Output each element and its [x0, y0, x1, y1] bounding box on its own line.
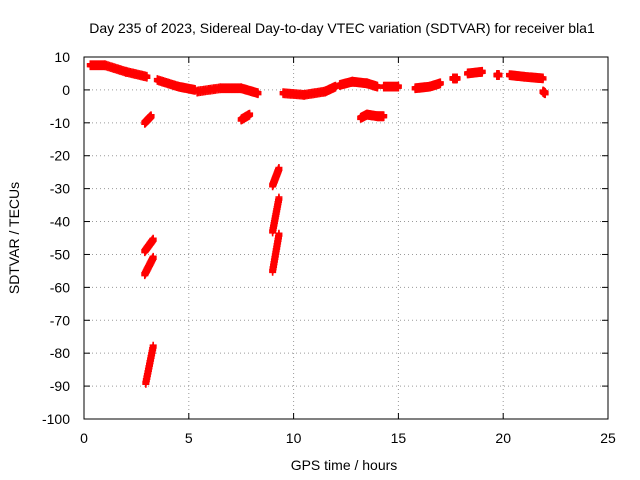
- data-point: [275, 166, 283, 174]
- y-tick-label: -30: [50, 181, 70, 197]
- data-point: [436, 81, 444, 89]
- x-tick-label: 15: [391, 430, 407, 446]
- data-point: [275, 196, 283, 204]
- x-tick-label: 0: [80, 430, 88, 446]
- x-axis-label: GPS time / hours: [291, 457, 398, 473]
- y-tick-label: 0: [62, 82, 70, 98]
- data-point: [541, 91, 549, 99]
- data-point: [254, 91, 262, 99]
- data-point: [332, 84, 340, 92]
- x-tick-label: 5: [185, 430, 193, 446]
- data-point: [478, 69, 486, 77]
- data-points: [86, 60, 549, 388]
- y-tick-label: -50: [50, 246, 70, 262]
- y-axis-label: SDTVAR / TECUs: [6, 182, 22, 294]
- grid-lines: [84, 57, 608, 419]
- y-tick-label: -20: [50, 148, 70, 164]
- y-tick-label: -40: [50, 214, 70, 230]
- plot-frame: [83, 56, 609, 420]
- data-point: [147, 114, 155, 122]
- data-point: [495, 73, 503, 80]
- y-tick-label: -100: [42, 411, 70, 427]
- data-point: [149, 237, 157, 245]
- y-tick-label: -70: [50, 312, 70, 328]
- x-tick-label: 25: [600, 430, 616, 446]
- data-point: [246, 112, 254, 120]
- data-point: [143, 74, 151, 82]
- y-tick-label: 10: [54, 49, 70, 65]
- data-point: [453, 76, 461, 84]
- data-point: [275, 232, 283, 240]
- y-tick-label: -10: [50, 115, 70, 131]
- data-point: [149, 255, 157, 263]
- data-point: [394, 84, 402, 92]
- data-point: [539, 76, 547, 84]
- chart-title: Day 235 of 2023, Sidereal Day-to-day VTE…: [89, 20, 595, 36]
- data-point: [380, 114, 388, 122]
- x-tick-label: 20: [495, 430, 511, 446]
- data-point: [373, 84, 381, 92]
- y-tick-label: -60: [50, 279, 70, 295]
- axis-ticks: 0 5 10 15 20 25 10 0 -10 -20 -30 -40 -50 -60 -70 -80 -90…: [42, 49, 616, 446]
- x-tick-label: 10: [286, 430, 302, 446]
- data-point: [149, 344, 157, 352]
- y-tick-label: -80: [50, 345, 70, 361]
- y-tick-label: -90: [50, 378, 70, 394]
